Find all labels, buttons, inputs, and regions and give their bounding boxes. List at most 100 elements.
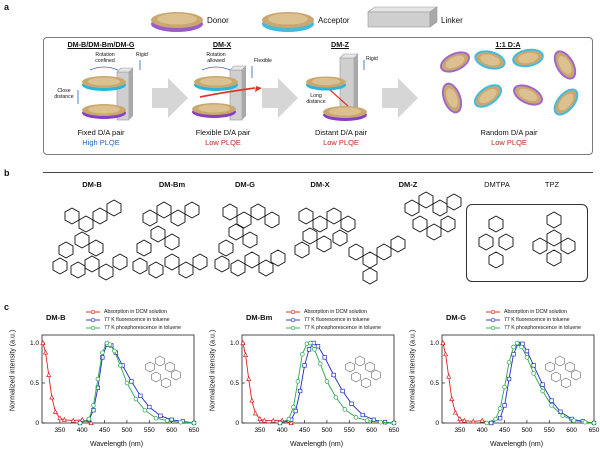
chart-dm-g: 350 400 450 500 550 600 650 0 0.5 1.0 DM-G Wavele…: [400, 305, 600, 453]
chart-dm-b-point-fluorescence: [138, 393, 143, 398]
chart-dm-b-xtick-label: 550: [144, 427, 155, 434]
chart-dm-b-point-phosphorescence: [117, 363, 123, 368]
chart-dm-bm-point-absorption: [249, 397, 255, 403]
legend-acceptor-label: Acceptor: [318, 16, 350, 25]
chart-dm-g-point-fluorescence: [497, 416, 503, 421]
chart-dm-g-point-absorption: [461, 417, 467, 423]
inset-ring: [361, 377, 371, 389]
chart-dm-g-point-phosphorescence: [560, 413, 565, 419]
chart-dm-bm-legend-marker-fluorescence: [290, 317, 296, 323]
panel-a-legend-graphics: [151, 6, 438, 32]
chart-dm-bm-inset-molecule: [345, 355, 381, 389]
stage-arrow-3: [382, 78, 418, 118]
chart-dm-bm-xlabel: Wavelength (nm): [290, 441, 344, 448]
chart-dm-g-point-absorption: [440, 340, 446, 345]
chart-dm-g-xtick-label: 400: [477, 427, 488, 434]
stage-arrow-2: [262, 78, 298, 118]
chart-dm-g-point-phosphorescence: [519, 344, 524, 350]
chart-dm-g-point-phosphorescence: [524, 355, 530, 360]
chart-dm-bm-point-absorption: [246, 376, 252, 381]
chart-dm-bm-ytick-label: 1.0: [230, 340, 239, 347]
chart-dm-g-inset-molecule: [545, 355, 581, 389]
chart-dm-b-point-fluorescence: [100, 355, 105, 360]
chart-dm-bm-point-fluorescence: [322, 355, 327, 360]
chart-dm-bm-series-phosphorescence: [279, 342, 395, 424]
chart-dm-bm-xtick-label: 500: [322, 427, 333, 434]
chart-dm-bm-point-phosphorescence: [286, 416, 292, 422]
molecule-name-dm-bm: DM-Bm: [158, 180, 186, 189]
chart-dm-bm-ylabel: Normalized intensity (a.u.): [209, 329, 217, 412]
chart-dm-b-xlabel: Wavelength (nm): [90, 441, 144, 448]
molecule-name-dm-x: DM-X: [310, 180, 330, 189]
stage1-note-rotation: Rotation confined: [95, 52, 115, 64]
chart-dm-bm-legend-marker-absorption: [290, 309, 296, 315]
chart-dm-bm-point-fluorescence: [302, 363, 307, 368]
chart-dm-g-title: DM-G: [446, 313, 466, 322]
chart-dm-g-ytick-label: 1.0: [430, 340, 439, 347]
acceptor-legend-icon: [262, 12, 314, 32]
chart-dm-b-legend-phosphorescence: 77 K phosphorescence in toluene: [104, 325, 182, 331]
chart-dm-g-legend-marker-phosphorescence: [490, 325, 496, 331]
chart-dm-b-xtick-label: 600: [166, 427, 177, 434]
legend-donor-label: Donor: [207, 16, 229, 25]
chart-dm-g-point-phosphorescence: [497, 406, 503, 411]
chart-dm-g-plot: 350 400 450 500 550 600 650 0 0.5 1.0: [430, 309, 600, 434]
structure-dm-bm: [132, 201, 208, 279]
chart-dm-g-point-phosphorescence: [582, 419, 588, 425]
chart-dm-b-legend-marker-absorption: [90, 309, 96, 315]
chart-dm-bm-point-absorption: [257, 416, 263, 421]
chart-dm-g-series-absorption: [442, 342, 492, 424]
stage3-note-rigid: Rigid: [366, 56, 378, 62]
chart-dm-b-point-absorption: [40, 340, 46, 345]
chart-dm-g-point-fluorescence: [506, 376, 512, 382]
stage4-plqe: Low PLQE: [491, 138, 527, 147]
chart-dm-b-point-absorption: [46, 372, 52, 377]
panel-b-label: b: [4, 168, 10, 178]
stage4-name: Random D/A pair: [480, 128, 538, 137]
structure-dm-x: [294, 207, 356, 259]
inset-ring: [565, 361, 575, 373]
chart-dm-g-xlabel: Wavelength (nm): [490, 441, 544, 448]
chart-dm-g-point-absorption: [457, 416, 463, 421]
chart-dm-b-point-phosphorescence: [91, 403, 96, 408]
chart-dm-g-point-phosphorescence: [506, 359, 512, 365]
inset-ring: [351, 371, 361, 383]
chart-dm-bm-point-fluorescence: [293, 408, 298, 414]
chart-dm-b-point-absorption: [70, 417, 76, 423]
chart-dm-bm-frame: [241, 334, 395, 424]
chart-dm-bm-point-phosphorescence: [300, 351, 305, 357]
chart-dm-b: 350 400 450 500 550 600 650 0 0.5 1.0 DM-B Wavele…: [0, 305, 200, 453]
chart-dm-bm-legend-fluorescence: 77 K fluorescence in toluene: [304, 317, 370, 323]
chart-dm-bm-point-fluorescence: [315, 344, 321, 349]
inset-ring: [555, 355, 565, 367]
stage1-illustration: [77, 60, 141, 121]
chart-dm-bm-series-fluorescence: [279, 342, 395, 424]
chart-dm-b-point-absorption: [79, 416, 85, 422]
chart-dm-bm-point-phosphorescence: [342, 407, 348, 412]
chart-dm-b-point-absorption: [52, 408, 58, 414]
chart-dm-bm-legend-marker-phosphorescence: [290, 325, 296, 331]
chart-dm-b-point-phosphorescence: [178, 419, 183, 425]
structure-dmtpa: [478, 215, 514, 269]
inset-ring: [161, 377, 171, 389]
chart-dm-bm-point-absorption: [288, 420, 294, 425]
chart-dm-bm-point-absorption: [261, 417, 267, 423]
chart-dm-b-legend-fluorescence: 77 K fluorescence in toluene: [104, 317, 170, 323]
chart-dm-bm-point-phosphorescence: [277, 420, 283, 426]
chart-dm-bm-title: DM-Bm: [246, 313, 273, 322]
donor-legend-icon: [151, 12, 203, 32]
chart-dm-b-point-phosphorescence: [100, 350, 105, 355]
chart-dm-g-ylabel: Normalized intensity (a.u.): [409, 329, 417, 412]
chart-dm-b-ylabel: Normalized intensity (a.u.): [9, 329, 17, 412]
molecule-name-dm-b: DM-B: [82, 180, 102, 189]
chart-dm-bm-point-phosphorescence: [308, 340, 313, 346]
chart-dm-b-xtick-label: 650: [189, 427, 200, 434]
chart-dm-b-title: DM-B: [46, 313, 66, 322]
panel-a-label: a: [4, 2, 10, 12]
stage2-illustration: [192, 65, 262, 121]
chart-dm-bm-point-phosphorescence: [312, 347, 317, 352]
structure-dm-g: [214, 203, 286, 277]
chart-dm-g-point-absorption: [479, 417, 485, 423]
chart-dm-b-point-fluorescence: [129, 379, 134, 384]
chart-dm-g-point-absorption: [446, 373, 452, 379]
